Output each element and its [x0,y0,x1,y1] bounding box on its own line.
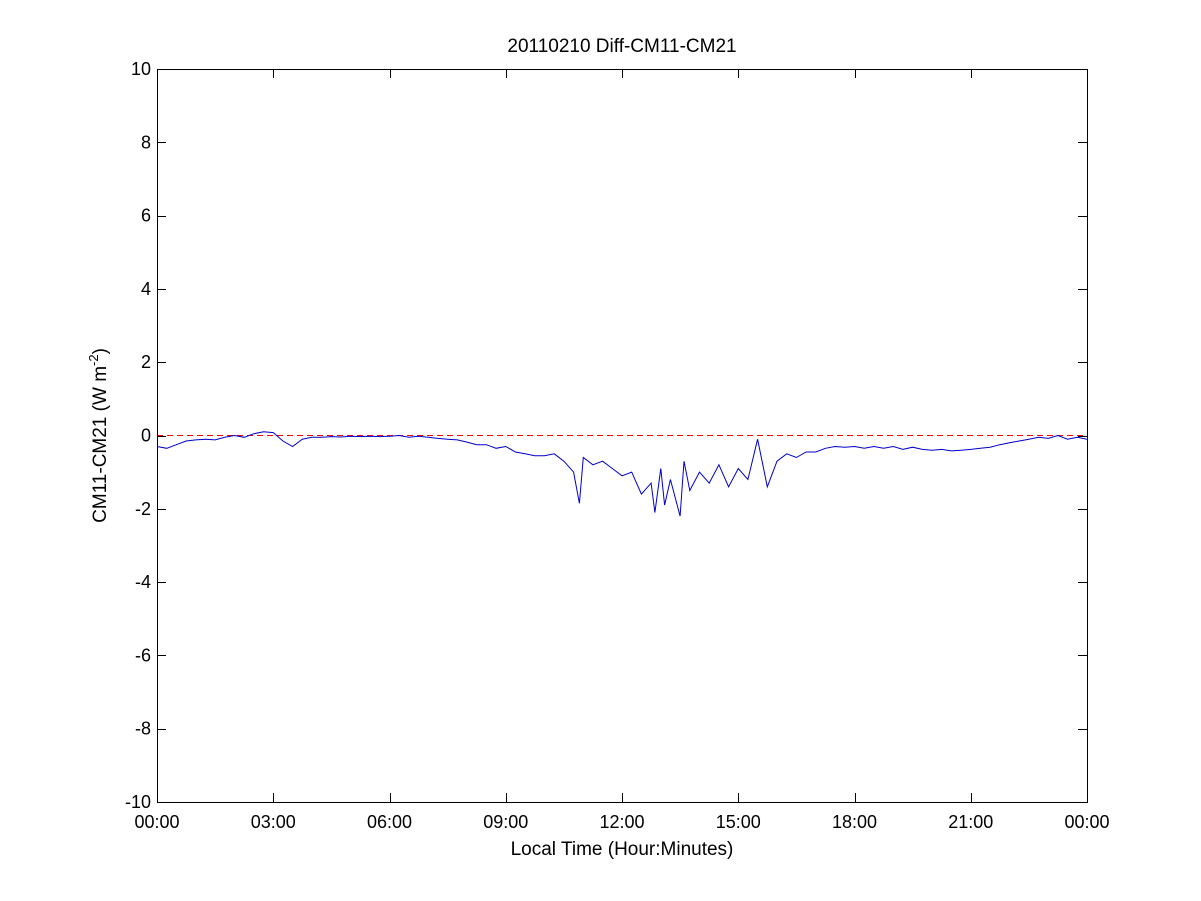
x-tick-label: 12:00 [599,812,644,832]
y-axis-title-exponent: -2 [86,354,101,366]
y-tick-label: 10 [131,59,151,79]
y-tick-label: -10 [125,792,151,812]
x-tick-label: 06:00 [367,812,412,832]
y-axis-title-main: CM11-CM21 (W m [90,366,111,523]
chart-title: 20110210 Diff-CM11-CM21 [507,36,736,57]
x-tick-label: 00:00 [1064,812,1109,832]
x-axis-title: Local Time (Hour:Minutes) [511,839,734,860]
y-tick-label: 8 [141,132,151,152]
y-tick-label: 6 [141,206,151,226]
y-tick-label: -2 [135,499,151,519]
x-tick-label: 18:00 [832,812,877,832]
y-axis-title-suffix: ) [90,348,111,354]
y-tick-label: 4 [141,279,151,299]
x-tick-label: 03:00 [251,812,296,832]
plot-frame [157,69,1088,803]
x-tick-label: 09:00 [483,812,528,832]
y-tick-label: 2 [141,352,151,372]
y-tick-label: 0 [141,426,151,446]
y-axis-title: CM11-CM21 (W m-2) [86,348,111,523]
x-tick-label: 00:00 [134,812,179,832]
y-tick-label: -8 [135,719,151,739]
x-axis-ticks: 00:00 03:00 06:00 09:00 12:00 15:00 18:00 21:00… [134,69,1110,832]
y-tick-label: -4 [135,572,151,592]
x-tick-label: 15:00 [716,812,761,832]
y-tick-label: -6 [135,645,151,665]
x-tick-label: 21:00 [948,812,993,832]
series-line [156,431,1088,517]
